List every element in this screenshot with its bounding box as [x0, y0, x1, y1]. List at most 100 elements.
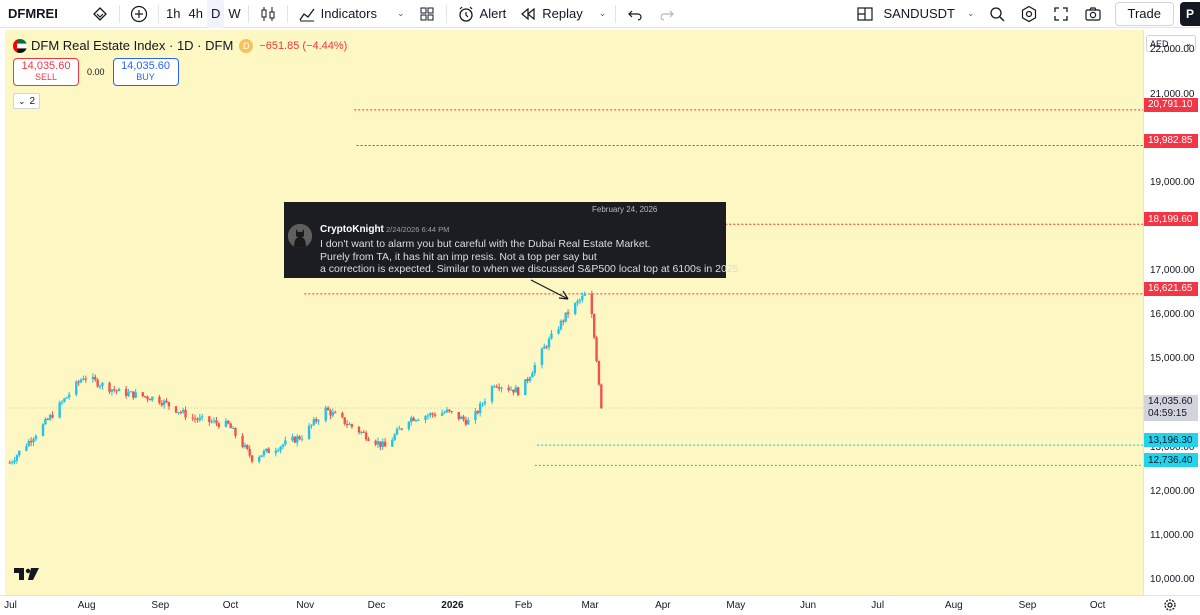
candle-body	[429, 413, 432, 416]
candle-body	[597, 360, 601, 385]
indicators-collapse-button[interactable]: ⌄ 2	[13, 93, 41, 109]
candle-body	[279, 446, 282, 451]
candle-body	[407, 421, 411, 430]
candle-body	[398, 428, 401, 430]
replay-button[interactable]: Replay ⌄	[512, 0, 612, 28]
compare-button[interactable]	[123, 0, 155, 28]
candle-body	[84, 378, 87, 380]
candle-body	[600, 384, 603, 409]
candle-body	[459, 416, 463, 420]
candle-body	[345, 424, 349, 426]
indicators-button[interactable]: Indicators ⌄	[291, 0, 411, 28]
currency-selector[interactable]: AED ⌄	[1146, 35, 1196, 52]
indicators-label: Indicators	[320, 6, 377, 21]
candle-body	[196, 419, 199, 421]
candle-body	[143, 396, 147, 398]
candle-body	[246, 444, 249, 449]
layouts-button[interactable]	[411, 0, 443, 28]
candle-body	[208, 416, 211, 423]
snapshot-button[interactable]	[1077, 0, 1109, 28]
axis-settings-button[interactable]	[1163, 598, 1177, 615]
quick-search-button[interactable]	[981, 0, 1013, 28]
candle-body	[34, 435, 38, 440]
chevron-down-icon: ⌄	[966, 8, 975, 18]
candle-body	[424, 416, 427, 420]
alarm-clock-icon	[456, 4, 476, 24]
candle-body	[8, 462, 11, 464]
price-scale[interactable]	[1143, 30, 1200, 595]
candle-body	[592, 313, 596, 338]
candle-body	[478, 403, 482, 414]
candle-body	[129, 391, 133, 393]
add-symbol-button[interactable]	[84, 0, 116, 28]
candle-body	[77, 381, 80, 383]
fullscreen-button[interactable]	[1045, 0, 1077, 28]
price-tick: 10,000.00	[1150, 574, 1195, 586]
time-axis[interactable]	[0, 595, 1200, 615]
candle-body	[341, 412, 344, 418]
candle-body	[117, 388, 121, 392]
redo-button[interactable]	[651, 0, 683, 28]
layout-selector[interactable]: SANDUSDT ⌄	[849, 0, 980, 28]
candle-body	[179, 412, 183, 414]
time-tick: Jun	[800, 600, 817, 611]
candle-body	[58, 402, 61, 418]
candle-body	[267, 448, 270, 454]
candle-body	[307, 425, 311, 439]
candle-body	[540, 348, 544, 365]
symbol-search[interactable]: DFMREI	[8, 6, 58, 21]
price-change: −651.85 (−4.44%)	[259, 39, 348, 52]
split-layout-icon	[855, 4, 875, 24]
candle-body	[25, 446, 28, 451]
candle-body	[184, 409, 187, 418]
candle-body	[547, 338, 551, 348]
time-tick: Oct	[1089, 600, 1106, 611]
candle-body	[334, 412, 337, 414]
candle-body	[258, 456, 261, 462]
rewind-icon	[518, 4, 538, 24]
chart-pane[interactable]: DFM Real Estate Index · 1D · DFM D −651.…	[5, 30, 1143, 595]
candle-body	[550, 333, 553, 339]
candle-body	[514, 387, 517, 393]
candle-body	[127, 392, 130, 396]
uae-flag-icon	[13, 38, 27, 53]
candle-body	[410, 417, 413, 422]
candle-body	[79, 379, 83, 383]
candle-body	[18, 450, 21, 456]
sell-button[interactable]: 14,035.60 SELL	[13, 58, 79, 86]
camera-icon	[1083, 4, 1103, 24]
timeframe-1h[interactable]: 1h	[166, 6, 181, 21]
candle-body	[193, 418, 197, 420]
candle-body	[260, 455, 263, 457]
buy-button[interactable]: 14,035.60 BUY	[112, 58, 179, 86]
candle-body	[457, 411, 460, 420]
undo-button[interactable]	[619, 0, 651, 28]
timeframe-d[interactable]: D	[206, 0, 225, 28]
candle-body	[293, 436, 297, 443]
candle-body	[329, 410, 332, 416]
candle-body	[63, 398, 66, 402]
timeframe-4h[interactable]: 4h	[188, 6, 203, 21]
time-tick: 2026	[441, 600, 464, 611]
candle-body	[531, 373, 534, 378]
candle-body	[167, 402, 171, 407]
candle-body	[450, 411, 453, 413]
candle-body	[493, 386, 496, 388]
candle-body	[516, 387, 520, 395]
gear-icon	[1019, 4, 1039, 24]
trade-button[interactable]: Trade	[1114, 1, 1174, 26]
price-tick: 15,000.00	[1150, 353, 1195, 365]
settings-button[interactable]	[1013, 0, 1045, 28]
timeframe-w[interactable]: W	[228, 6, 241, 21]
alert-button[interactable]: Alert	[450, 0, 513, 28]
chart-type-button[interactable]	[252, 0, 284, 28]
candle-body	[243, 444, 247, 448]
buy-label: BUY	[136, 72, 155, 82]
candle-body	[215, 420, 218, 424]
publish-button[interactable]: P	[1180, 1, 1200, 26]
candle-body	[317, 420, 320, 422]
price-tick: 22,000.00	[1150, 44, 1195, 56]
candle-body	[262, 450, 266, 456]
candle-body	[490, 386, 494, 402]
spread-value: 0.00	[87, 67, 105, 77]
